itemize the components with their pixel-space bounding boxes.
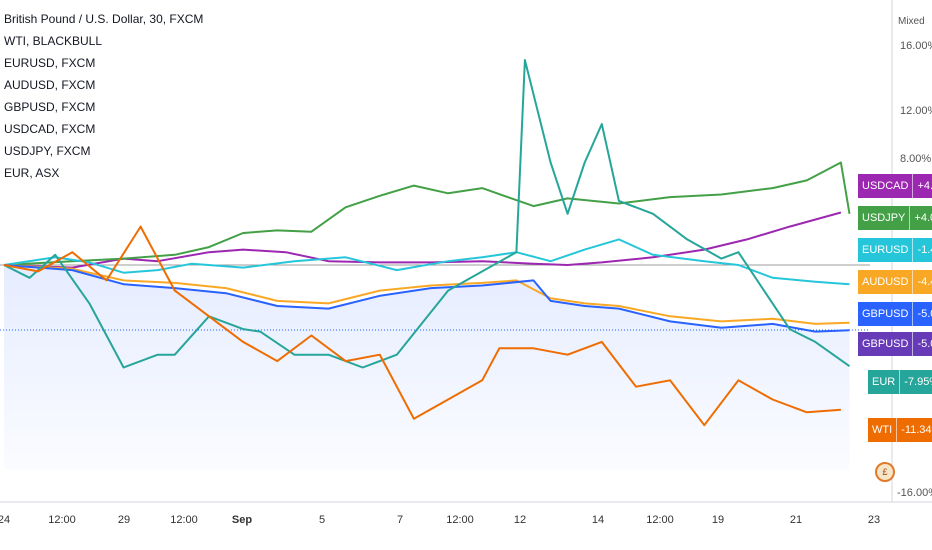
price-tag-value: -5.07% [917,338,932,350]
x-tick-label: 12:00 [48,514,76,526]
x-tick-label: 23 [867,514,881,526]
legend-item-usdcad[interactable]: USDCAD, FXCM [4,122,96,136]
price-tag-eur[interactable]: EUR-7.95% [868,370,932,394]
price-tag-value: -5.07% [917,308,932,320]
price-tag-gbpusd2[interactable]: GBPUSD-5.07% [858,332,932,356]
y-tick-label: 8.00% [900,153,932,165]
x-tick-label: 12:00 [646,514,674,526]
price-tag-symbol: GBPUSD [858,302,914,326]
price-tag-symbol: EUR [868,370,901,394]
x-tick-label: 12 [513,514,527,526]
price-tag-value: +4.01% [914,212,932,224]
currency-flag-icon[interactable]: £ [875,462,895,482]
series-line-usdcad [3,211,842,269]
price-tag-value: -11.34% [901,424,932,436]
x-tick-label: 29 [117,514,131,526]
price-tag-symbol: AUDUSD [858,270,914,294]
series-line-eur [3,59,851,369]
price-tag-value: +4.13% [917,180,932,192]
legend-item-wti[interactable]: WTI, BLACKBULL [4,34,103,48]
x-tick-label: 24 [0,514,11,526]
series-line-usdjpy [3,161,851,266]
price-tag-wti[interactable]: WTI-11.34% [868,418,932,442]
price-tag-usdjpy[interactable]: USDJPY+4.01% [858,206,932,230]
series-line-gbpusd [3,264,850,333]
series-line-eurusd [3,238,850,286]
price-tag-value: -7.95% [904,376,932,388]
x-tick-label: 21 [789,514,803,526]
x-tick-label: 14 [591,514,605,526]
price-tag-symbol: USDCAD [858,174,914,198]
gbpusd-area [4,265,850,470]
price-tag-gbpusd[interactable]: GBPUSD-5.07% [858,302,932,326]
legend-item-eur[interactable]: EUR, ASX [4,166,60,180]
x-tick-label: 12:00 [170,514,198,526]
x-tick-label: 19 [711,514,725,526]
x-tick-label: 5 [318,514,326,526]
legend-item-usdjpy[interactable]: USDJPY, FXCM [4,144,91,158]
series-line-wti [3,225,841,427]
series-line-audusd [3,264,850,325]
scale-mode-label[interactable]: Mixed [898,16,925,27]
price-tag-symbol: EURUSD [858,238,914,262]
price-tag-eurusd[interactable]: EURUSD-1.47% [858,238,932,262]
legend-item-audusd[interactable]: AUDUSD, FXCM [4,78,96,92]
y-tick-label: 12.00% [900,105,932,117]
price-tag-symbol: WTI [868,418,898,442]
x-tick-label: 12:00 [446,514,474,526]
legend-item-eurusd[interactable]: EURUSD, FXCM [4,56,96,70]
y-tick-label: 16.00% [900,40,932,52]
price-tag-value: -1.47% [917,244,932,256]
price-tag-usdcad[interactable]: USDCAD+4.13% [858,174,932,198]
x-tick-label: Sep [231,514,253,526]
y-tick-label: -16.00% [897,487,932,499]
x-tick-label: 7 [396,514,404,526]
legend: British Pound / U.S. Dollar, 30, FXCM WT… [4,12,203,184]
chart-title: British Pound / U.S. Dollar, 30, FXCM [4,12,204,26]
price-tag-value: -4.46% [917,276,932,288]
legend-item-gbpusd[interactable]: GBPUSD, FXCM [4,100,96,114]
price-tag-symbol: GBPUSD [858,332,914,356]
price-tag-audusd[interactable]: AUDUSD-4.46% [858,270,932,294]
price-tag-symbol: USDJPY [858,206,911,230]
